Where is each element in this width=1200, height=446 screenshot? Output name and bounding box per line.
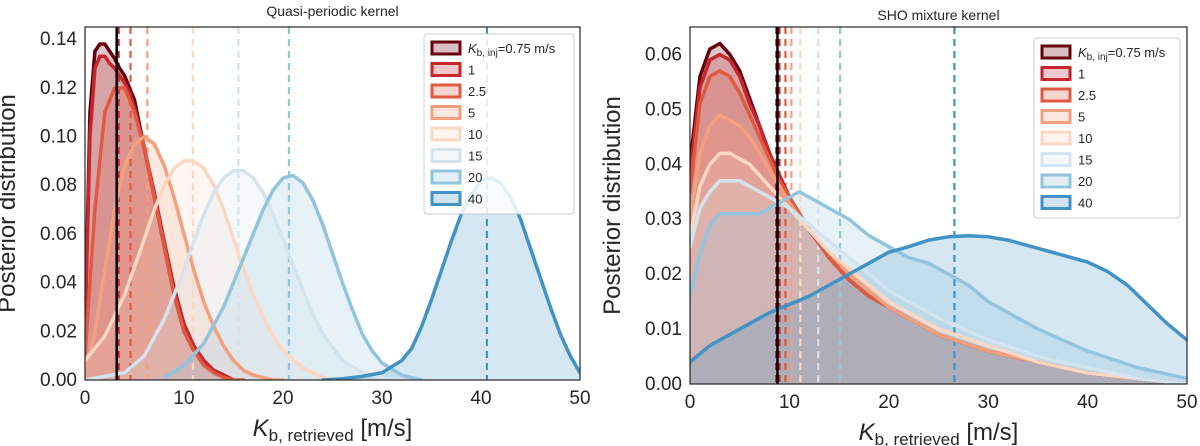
legend-swatch bbox=[1040, 87, 1072, 103]
legend-label: 15 bbox=[468, 149, 482, 164]
y-tick-label: 0.03 bbox=[645, 209, 682, 230]
legend-label: 20 bbox=[468, 170, 482, 185]
x-tick-label: 50 bbox=[1176, 392, 1197, 413]
series-fill-7 bbox=[322, 177, 580, 380]
legend-box bbox=[1033, 37, 1181, 219]
legend-swatch bbox=[1040, 109, 1072, 124]
legend-swatch bbox=[1040, 195, 1072, 210]
x-axis-label: Kb, retrieved [m/s] bbox=[253, 415, 413, 445]
legend-label: 40 bbox=[468, 192, 482, 207]
legend-swatch bbox=[1040, 152, 1072, 167]
series-line-5 bbox=[85, 168, 404, 380]
series-line-1 bbox=[85, 54, 236, 380]
y-tick-label: 0.10 bbox=[40, 127, 77, 148]
series-line-4 bbox=[85, 159, 345, 380]
series-line-4 bbox=[690, 151, 1187, 384]
y-tick-label: 0.12 bbox=[40, 78, 77, 99]
series-fill-3 bbox=[690, 114, 1187, 384]
legend-label: 1 bbox=[468, 63, 475, 78]
y-tick-label: 0.01 bbox=[645, 319, 682, 340]
legend-label: 5 bbox=[1078, 110, 1085, 125]
legend-swatch bbox=[1040, 66, 1072, 81]
x-tick-label: 20 bbox=[878, 392, 899, 413]
x-tick-label: 0 bbox=[80, 388, 91, 409]
y-tick-label: 0.05 bbox=[645, 99, 682, 120]
legend-swatch bbox=[430, 83, 462, 99]
legend-label: 15 bbox=[1078, 153, 1092, 168]
legend-label: 2.5 bbox=[468, 84, 486, 99]
chart-title: Quasi-periodic kernel bbox=[266, 3, 398, 19]
y-tick-label: 0.00 bbox=[645, 374, 682, 395]
series-fill-5 bbox=[690, 180, 1187, 384]
legend-label: 40 bbox=[1078, 196, 1092, 211]
y-tick-label: 0.02 bbox=[40, 321, 77, 342]
y-tick-label: 0.04 bbox=[40, 273, 77, 294]
series-line-7 bbox=[690, 233, 1187, 364]
right-panel-sho-mixture: 0 10 20 30 40 50 0.00 0.01 0.02 0.03 0.04 0.05 0.06 S… bbox=[599, 7, 1198, 446]
x-tick-label: 30 bbox=[978, 392, 999, 413]
legend-label: Kb, inj=0.75 m/s bbox=[1078, 45, 1166, 63]
y-tick-label: 0.14 bbox=[40, 29, 77, 50]
legend-label: 2.5 bbox=[1078, 88, 1096, 103]
legend-swatch bbox=[430, 148, 462, 163]
legend-label: 1 bbox=[1078, 67, 1085, 82]
series-line-2 bbox=[85, 86, 246, 380]
legend-swatch bbox=[430, 105, 462, 120]
x-tick-label: 10 bbox=[173, 388, 194, 409]
series-fill-2 bbox=[690, 70, 1187, 384]
legend-swatch bbox=[430, 169, 462, 185]
legend-label: 20 bbox=[1078, 174, 1092, 189]
series-line-3 bbox=[85, 134, 285, 380]
legend-swatch bbox=[1040, 173, 1072, 189]
series-fill-6 bbox=[164, 175, 422, 380]
area-layer bbox=[690, 27, 1187, 384]
series-fill-4 bbox=[85, 160, 343, 380]
series-fill-5 bbox=[85, 170, 402, 380]
legend-label: 10 bbox=[1078, 131, 1092, 146]
x-tick-label: 20 bbox=[272, 388, 293, 409]
series-fill-7 bbox=[690, 235, 1187, 384]
legend-box bbox=[423, 33, 575, 215]
legend-swatch bbox=[430, 191, 462, 206]
series-line-5 bbox=[690, 179, 1187, 384]
x-tick-label: 50 bbox=[569, 388, 590, 409]
legend-label: Kb, inj=0.75 m/s bbox=[468, 41, 556, 59]
series-line-6 bbox=[162, 173, 424, 380]
chart-title: SHO mixture kernel bbox=[877, 7, 999, 23]
area-layer bbox=[85, 27, 580, 380]
x-tick-label: 40 bbox=[470, 388, 491, 409]
x-tick-label: 10 bbox=[779, 392, 800, 413]
y-axis-label: Posterior distribution bbox=[599, 96, 626, 315]
series-fill-4 bbox=[690, 153, 1187, 384]
axes-frame bbox=[689, 26, 1188, 385]
x-tick-label: 0 bbox=[685, 392, 696, 413]
x-tick-label: 40 bbox=[1077, 392, 1098, 413]
left-panel-quasi-periodic: 0 10 20 30 40 50 0.00 0.02 0.04 0.06 0.08 0.10 0.12 0… bbox=[0, 3, 591, 445]
legend-swatch bbox=[1040, 130, 1072, 146]
legend-label: 10 bbox=[468, 127, 482, 142]
axes-frame bbox=[84, 26, 581, 381]
y-tick-label: 0.02 bbox=[645, 264, 682, 285]
legend-swatch bbox=[430, 126, 462, 142]
x-axis-label: Kb, retrieved [m/s] bbox=[859, 419, 1019, 446]
series-fill-0 bbox=[690, 43, 1187, 384]
series-line-6 bbox=[690, 190, 1187, 381]
series-fill-1 bbox=[690, 54, 1187, 384]
legend-swatch bbox=[1040, 44, 1072, 60]
y-tick-label: 0.08 bbox=[40, 175, 77, 196]
y-axis-label: Posterior distribution bbox=[0, 94, 21, 313]
y-tick-label: 0.06 bbox=[40, 224, 77, 245]
legend: Kb, inj=0.75 m/s 1 2.5 5 10 15 20 40 bbox=[1033, 37, 1181, 219]
legend: Kb, inj=0.75 m/s 1 2.5 5 10 15 20 40 bbox=[423, 33, 575, 215]
legend-swatch bbox=[430, 62, 462, 77]
series-fill-2 bbox=[85, 87, 244, 380]
legend-label: 5 bbox=[468, 106, 475, 121]
y-tick-label: 0.06 bbox=[645, 44, 682, 65]
legend-swatch bbox=[430, 40, 462, 56]
y-tick-label: 0.04 bbox=[645, 154, 682, 175]
series-fill-3 bbox=[85, 136, 283, 380]
x-tick-label: 30 bbox=[371, 388, 392, 409]
y-tick-label: 0.00 bbox=[40, 370, 77, 391]
